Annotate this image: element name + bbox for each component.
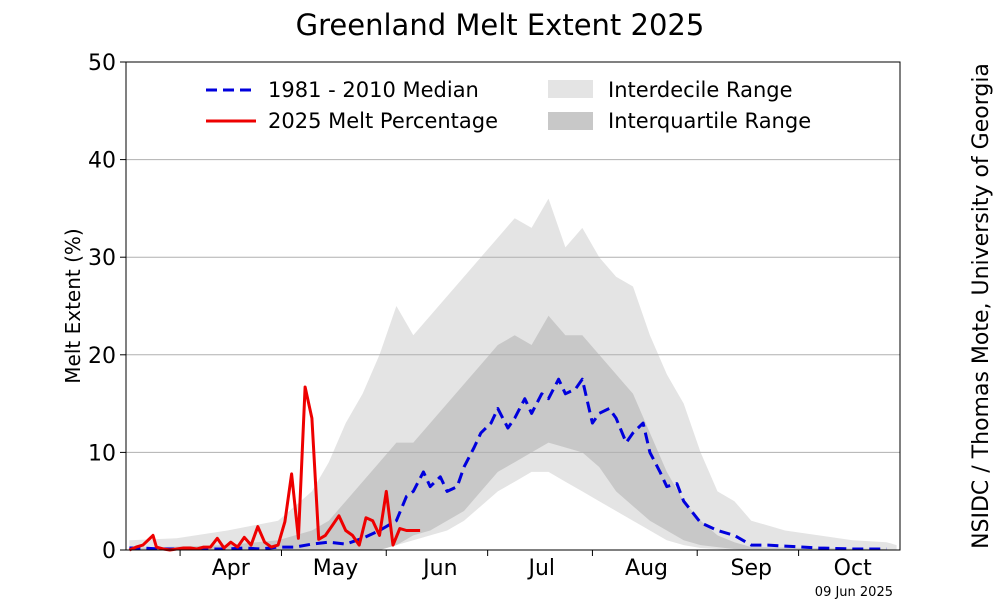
date-stamp: 09 Jun 2025 <box>815 585 893 600</box>
y-tick-label-40: 40 <box>88 149 116 174</box>
interquartile-band <box>129 315 887 550</box>
series-layer <box>128 377 887 552</box>
x-tick-label-jul: Jul <box>526 556 555 581</box>
legend-label-interquartile: Interquartile Range <box>608 109 811 133</box>
x-tick-label-oct: Oct <box>834 556 872 581</box>
y-tick-label-50: 50 <box>88 51 116 76</box>
plot-area <box>125 61 901 552</box>
median-line <box>129 377 887 551</box>
melt-2025-line <box>128 385 421 552</box>
plot-frame <box>125 61 901 551</box>
x-tick-label-jun: Jun <box>421 556 457 581</box>
legend-label-median: 1981 - 2010 Median <box>268 78 479 102</box>
bands-layer <box>129 198 897 550</box>
x-tick-label-may: May <box>313 556 358 581</box>
x-tick-label-apr: Apr <box>212 556 251 581</box>
y-tick-label-30: 30 <box>88 246 116 271</box>
legend-swatch-interquartile <box>548 112 593 130</box>
gridlines <box>126 159 900 453</box>
x-tick-label-aug: Aug <box>625 556 668 581</box>
legend: 1981 - 2010 Median 2025 Melt Percentage … <box>206 78 811 133</box>
credit-text: NSIDC / Thomas Mote, University of Georg… <box>969 63 994 549</box>
legend-label-2025: 2025 Melt Percentage <box>268 109 498 133</box>
chart-title: Greenland Melt Extent 2025 <box>296 8 705 42</box>
x-axis: Apr May Jun Jul Aug Sep Oct <box>179 550 872 581</box>
y-axis-label: Melt Extent (%) <box>61 228 85 383</box>
legend-label-interdecile: Interdecile Range <box>608 78 793 102</box>
y-axis: 0 10 20 30 40 50 <box>88 51 126 564</box>
legend-swatch-interdecile <box>548 80 593 98</box>
y-tick-label-20: 20 <box>88 344 116 369</box>
y-tick-label-10: 10 <box>88 441 116 466</box>
y-tick-label-0: 0 <box>102 539 116 564</box>
x-tick-label-sep: Sep <box>731 556 772 581</box>
